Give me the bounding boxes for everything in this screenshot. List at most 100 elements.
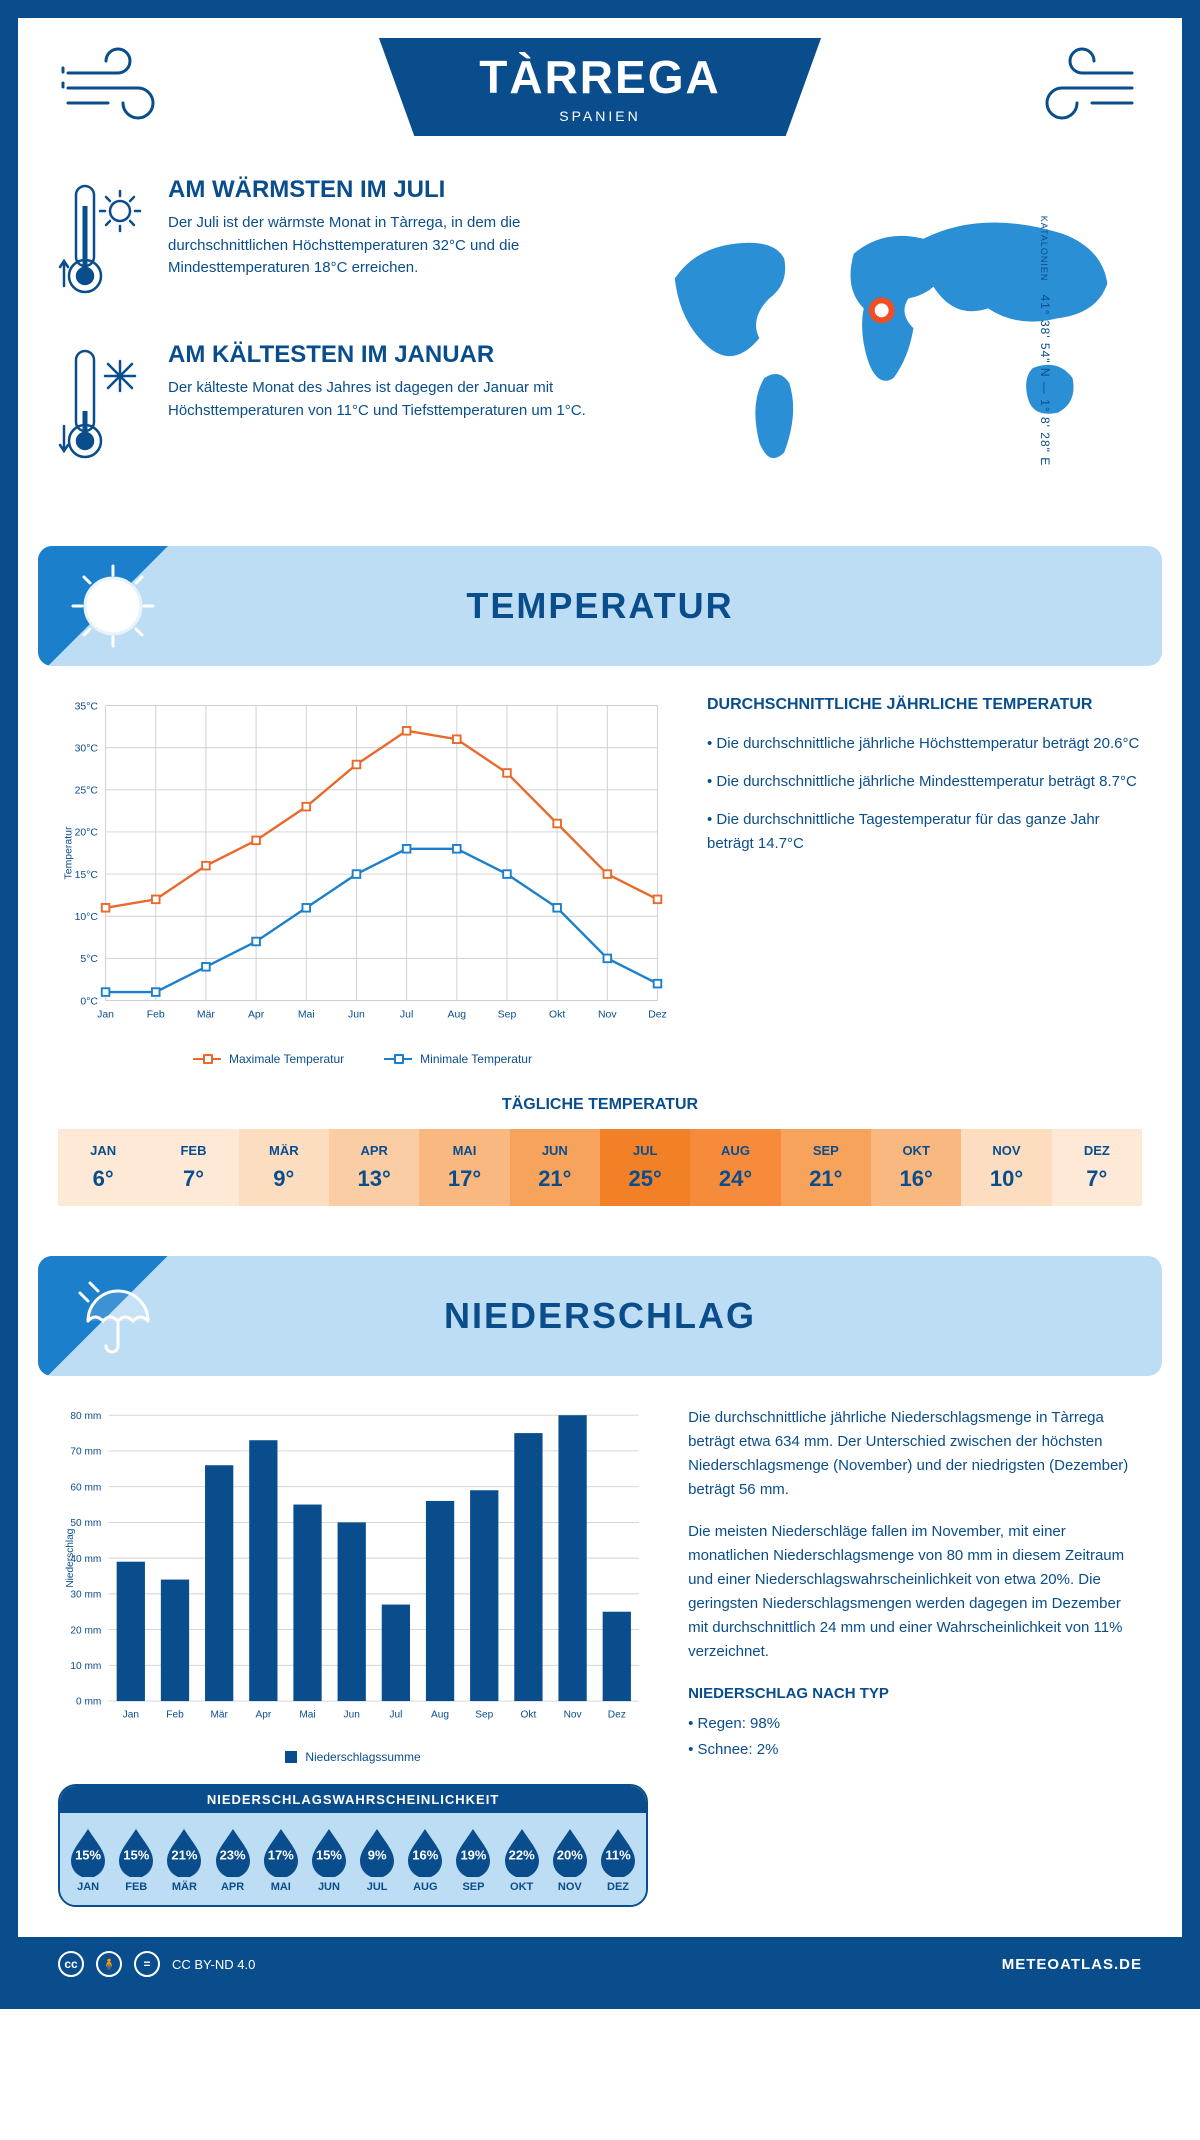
legend-max: Maximale Temperatur — [193, 1052, 344, 1066]
probability-box: NIEDERSCHLAGSWAHRSCHEINLICHKEIT 15% JAN … — [58, 1784, 648, 1907]
probability-cell: 9% JUL — [353, 1825, 401, 1893]
cold-text: Der kälteste Monat des Jahres ist dagege… — [168, 377, 605, 422]
svg-text:60 mm: 60 mm — [70, 1482, 101, 1493]
svg-text:Dez: Dez — [648, 1010, 667, 1021]
svg-text:Temperatur: Temperatur — [63, 826, 74, 879]
daily-temp-cell: MAI17° — [419, 1129, 509, 1206]
country-sub: SPANIEN — [459, 108, 741, 124]
svg-text:15°C: 15°C — [75, 870, 99, 881]
coords: KATALONIEN 41° 38' 54" N — 1° 8' 28" E — [1038, 216, 1052, 466]
daily-temp-cell: JUL25° — [600, 1129, 690, 1206]
warm-text: Der Juli ist der wärmste Monat in Tàrreg… — [168, 212, 605, 280]
probability-cell: 15% JAN — [64, 1825, 112, 1893]
daily-temp-title: TÄGLICHE TEMPERATUR — [58, 1096, 1142, 1114]
svg-text:0 mm: 0 mm — [76, 1696, 101, 1707]
daily-temp-cell: MÄR9° — [239, 1129, 329, 1206]
probability-title: NIEDERSCHLAGSWAHRSCHEINLICHKEIT — [60, 1786, 646, 1813]
probability-cell: 22% OKT — [498, 1825, 546, 1893]
daily-temp-grid: JAN6° FEB7° MÄR9° APR13° MAI17° JUN21° J… — [58, 1129, 1142, 1206]
daily-temp-cell: NOV10° — [961, 1129, 1051, 1206]
svg-text:20 mm: 20 mm — [70, 1625, 101, 1636]
cc-icon: cc — [58, 1951, 84, 1977]
svg-text:Apr: Apr — [248, 1010, 265, 1021]
svg-text:25°C: 25°C — [75, 786, 99, 797]
svg-text:5°C: 5°C — [80, 954, 98, 965]
probability-cell: 21% MÄR — [160, 1825, 208, 1893]
svg-text:Nov: Nov — [598, 1010, 617, 1021]
svg-text:30 mm: 30 mm — [70, 1589, 101, 1600]
wind-icon — [1002, 38, 1142, 128]
svg-text:Mär: Mär — [197, 1010, 216, 1021]
temperature-chart: 0°C 5°C 10°C 15°C 20°C 25°C 30°C 35°C Jan Feb Mär A… — [58, 696, 667, 1066]
world-map: KATALONIEN 41° 38' 54" N — 1° 8' 28" E — [645, 199, 1142, 482]
by-icon: 🧍 — [96, 1951, 122, 1977]
svg-text:Jun: Jun — [348, 1010, 365, 1021]
license-text: CC BY-ND 4.0 — [172, 1957, 255, 1972]
svg-text:Mär: Mär — [210, 1709, 228, 1720]
temperature-banner: TEMPERATUR — [38, 546, 1162, 666]
daily-temp-cell: DEZ7° — [1052, 1129, 1142, 1206]
svg-text:0°C: 0°C — [80, 996, 98, 1007]
daily-temp-cell: JAN6° — [58, 1129, 148, 1206]
svg-text:Mai: Mai — [298, 1010, 315, 1021]
svg-text:Apr: Apr — [255, 1709, 271, 1720]
thermometer-cold-icon — [58, 341, 148, 476]
precip-chart: 0 mm10 mm20 mm30 mm40 mm50 mm60 mm70 mm8… — [58, 1406, 648, 1765]
svg-text:10 mm: 10 mm — [70, 1661, 101, 1672]
svg-text:30°C: 30°C — [75, 743, 99, 754]
svg-text:50 mm: 50 mm — [70, 1518, 101, 1529]
warm-block: AM WÄRMSTEN IM JULI Der Juli ist der wär… — [58, 176, 605, 311]
warm-title: AM WÄRMSTEN IM JULI — [168, 176, 605, 204]
svg-text:Feb: Feb — [147, 1010, 165, 1021]
umbrella-icon — [68, 1271, 158, 1366]
svg-text:Niederschlag: Niederschlag — [65, 1528, 76, 1587]
svg-text:Okt: Okt — [549, 1010, 565, 1021]
probability-cell: 20% NOV — [546, 1825, 594, 1893]
temperature-section: 0°C 5°C 10°C 15°C 20°C 25°C 30°C 35°C Jan Feb Mär A… — [58, 696, 1142, 1066]
probability-cell: 11% DEZ — [594, 1825, 642, 1893]
temperature-info: DURCHSCHNITTLICHE JÄHRLICHE TEMPERATUR •… — [707, 696, 1142, 1066]
svg-text:Feb: Feb — [166, 1709, 184, 1720]
title-block: TÀRREGA SPANIEN — [198, 38, 1002, 136]
intro-section: AM WÄRMSTEN IM JULI Der Juli ist der wär… — [58, 136, 1142, 536]
probability-cell: 16% AUG — [401, 1825, 449, 1893]
svg-text:Jan: Jan — [123, 1709, 139, 1720]
probability-cell: 23% APR — [209, 1825, 257, 1893]
svg-text:Mai: Mai — [299, 1709, 315, 1720]
cold-title: AM KÄLTESTEN IM JANUAR — [168, 341, 605, 369]
nd-icon: = — [134, 1951, 160, 1977]
svg-text:Jun: Jun — [344, 1709, 360, 1720]
daily-temp-cell: JUN21° — [510, 1129, 600, 1206]
daily-temp-cell: APR13° — [329, 1129, 419, 1206]
svg-text:10°C: 10°C — [75, 912, 99, 923]
daily-temp-cell: FEB7° — [148, 1129, 238, 1206]
precip-title: NIEDERSCHLAG — [444, 1295, 756, 1337]
temperature-title: TEMPERATUR — [466, 585, 733, 627]
legend-precip: Niederschlagssumme — [285, 1750, 420, 1764]
probability-cell: 17% MAI — [257, 1825, 305, 1893]
thermometer-warm-icon — [58, 176, 148, 311]
svg-text:Dez: Dez — [608, 1709, 626, 1720]
svg-text:70 mm: 70 mm — [70, 1446, 101, 1457]
svg-text:Okt: Okt — [521, 1709, 537, 1720]
precip-info: Die durchschnittliche jährliche Niedersc… — [688, 1406, 1142, 1908]
precip-section: 0 mm10 mm20 mm30 mm40 mm50 mm60 mm70 mm8… — [58, 1406, 1142, 1908]
precip-banner: NIEDERSCHLAG — [38, 1256, 1162, 1376]
sun-icon — [68, 561, 158, 656]
svg-text:Jul: Jul — [389, 1709, 402, 1720]
probability-cell: 19% SEP — [449, 1825, 497, 1893]
cold-block: AM KÄLTESTEN IM JANUAR Der kälteste Mona… — [58, 341, 605, 476]
city-title: TÀRREGA — [459, 50, 741, 104]
svg-text:Jan: Jan — [97, 1010, 114, 1021]
svg-text:Aug: Aug — [431, 1709, 449, 1720]
daily-temp-cell: OKT16° — [871, 1129, 961, 1206]
probability-cell: 15% JUN — [305, 1825, 353, 1893]
footer: cc 🧍 = CC BY-ND 4.0 METEOATLAS.DE — [18, 1937, 1182, 1991]
svg-text:20°C: 20°C — [75, 828, 99, 839]
daily-temp-cell: SEP21° — [781, 1129, 871, 1206]
svg-text:Sep: Sep — [475, 1709, 493, 1720]
site-name: METEOATLAS.DE — [1002, 1956, 1142, 1973]
probability-cell: 15% FEB — [112, 1825, 160, 1893]
wind-icon — [58, 38, 198, 128]
svg-text:35°C: 35°C — [75, 701, 99, 712]
